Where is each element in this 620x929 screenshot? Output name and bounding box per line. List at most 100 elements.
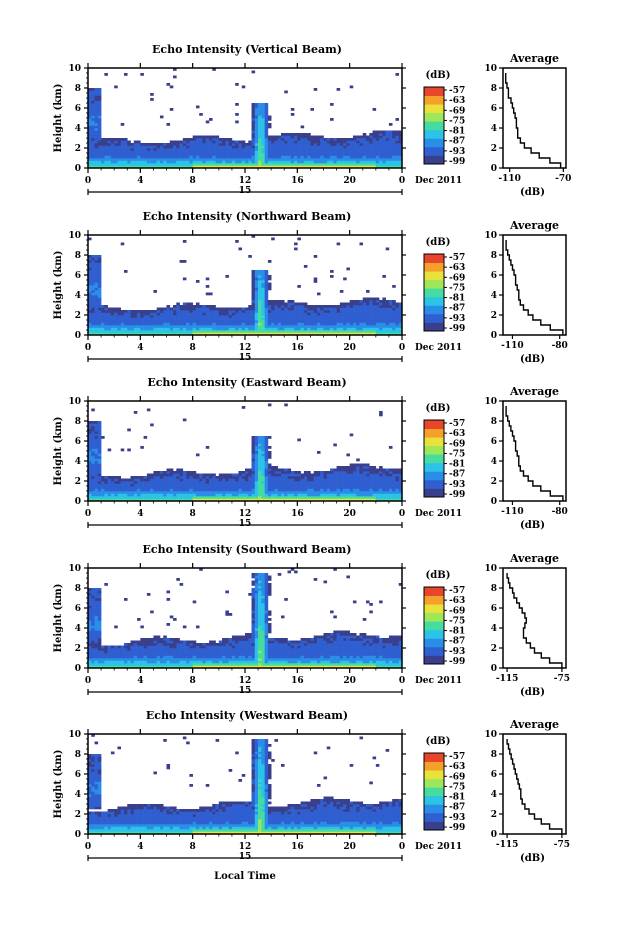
heatmap-cell [251,305,256,308]
heatmap-cell [245,312,249,316]
heatmap-cell [91,257,95,261]
heatmap-cell [254,478,259,482]
heatmap-cell [130,165,135,169]
heatmap-cell [307,491,311,494]
heatmap-cell [114,310,118,313]
heatmap-cell [336,483,341,487]
heatmap-cell [176,640,180,644]
heatmap-cell [88,163,92,166]
heatmap-cell [127,155,131,159]
heatmap-cell [228,488,233,492]
heatmap-cell [209,163,213,166]
heatmap-cell [274,160,279,164]
heatmap-cell [120,483,125,487]
heatmap-cell [88,103,92,106]
heatmap-cell [202,496,207,499]
heatmap-cell [182,165,187,169]
heatmap-cell [130,163,135,166]
heatmap-cell [212,148,216,151]
heatmap-cell [356,312,360,316]
heatmap-cell [88,443,92,447]
colorbar-segment [424,437,444,447]
heatmap-cell [123,325,128,328]
heatmap-cell [166,653,171,656]
heatmap-cell [343,143,347,146]
heatmap-cell [248,473,252,477]
heatmap-cell [372,327,377,331]
heatmap-cell [97,433,102,437]
heatmap-cell [277,493,282,497]
heatmap-cell [388,498,393,502]
heatmap-cell [153,643,157,646]
heatmap-cell [127,145,131,149]
heatmap-cell [97,133,102,136]
heatmap-cell [395,153,400,156]
heatmap-cell [274,310,279,313]
heatmap-cell [182,665,187,669]
heatmap-cell [140,660,144,664]
heatmap-cell [101,645,105,649]
heatmap-cell [271,158,275,161]
heatmap-cell [287,312,292,316]
heatmap-cell [392,153,396,156]
heatmap-cell [130,155,135,159]
heatmap-cell [382,317,386,321]
heatmap-cell [248,498,252,502]
heatmap-cell [339,312,344,316]
heatmap-cell [320,483,324,487]
heatmap-cell [261,123,265,126]
heatmap-cell [91,441,95,444]
heatmap-cell [375,478,380,482]
heatmap-cell [176,332,180,336]
heatmap-cell [346,155,350,159]
heatmap-cell [176,478,180,482]
heatmap-cell [166,148,171,151]
heatmap-cell [346,312,350,316]
heatmap-cell [349,498,354,502]
heatmap-cell [235,332,239,336]
heatmap-cell [215,493,220,497]
heatmap-cell [176,650,180,654]
heatmap-cell [349,140,354,144]
x-tick-label: 20 [343,176,356,186]
heatmap-cell [97,595,102,599]
x-tick-label: 16 [291,176,304,186]
heatmap-cell [284,165,288,169]
heatmap-cell [297,322,301,326]
heatmap-cell [215,315,220,318]
heatmap-cell [294,310,298,313]
heatmap-cell [320,158,324,161]
heatmap-cell [366,322,370,326]
heatmap-cell [362,163,367,166]
heatmap-cell [186,486,190,489]
heatmap-cell [186,317,190,321]
heatmap-cell [382,305,386,308]
heatmap-cell [140,163,144,166]
heatmap-cell [238,478,243,482]
heatmap-cell [137,640,141,644]
heatmap-cell [101,150,105,154]
heatmap-cell [192,663,197,666]
heatmap-cell [359,466,364,469]
heatmap-cell [359,155,364,159]
heatmap-cell [346,327,350,331]
heatmap-cell [159,471,164,474]
heatmap-cell [199,158,203,161]
heatmap-cell [209,486,213,489]
heatmap-cell [356,138,360,141]
heatmap-cell [120,481,125,484]
heatmap-cell [91,302,95,306]
heatmap-cell [153,488,157,492]
heatmap-cell [280,302,285,306]
heatmap-cell [310,307,314,311]
heatmap-cell [88,600,92,604]
colorbar-segment [424,479,444,489]
heatmap-cell [343,302,347,306]
heatmap-cell [137,643,141,646]
heatmap-cell [189,305,193,308]
heatmap-cell [189,325,193,328]
heatmap-cell [277,135,282,139]
heatmap-cell [264,481,269,484]
heatmap-cell [248,305,252,308]
heatmap-cell [91,665,95,669]
